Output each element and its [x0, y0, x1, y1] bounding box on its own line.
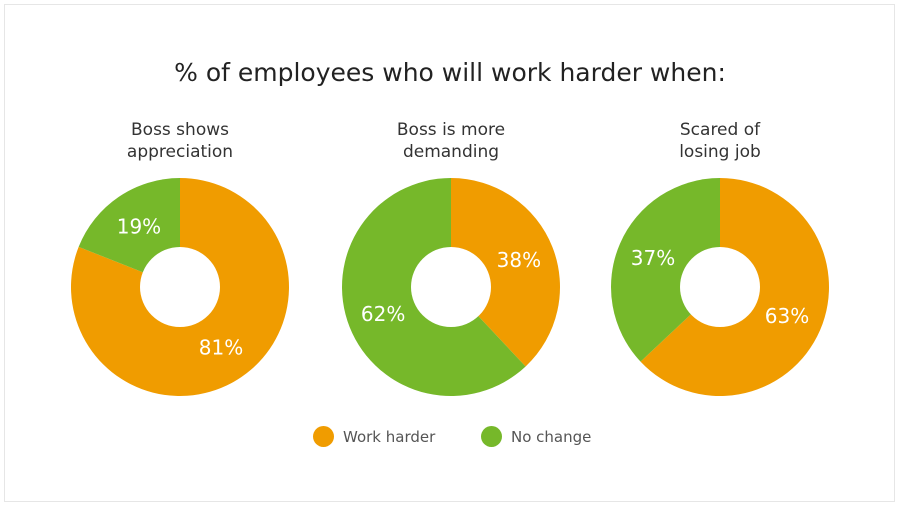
legend-item-work-harder: Work harder [313, 426, 435, 447]
donut-title-2: Boss is more demanding [341, 119, 561, 163]
title-line: Scared of [679, 120, 761, 140]
data-label: 63% [765, 304, 809, 328]
data-label: 19% [117, 215, 161, 239]
legend-item-no-change: No change [481, 426, 591, 447]
donut-hole [411, 247, 491, 327]
donut-hole [140, 247, 220, 327]
chart-title: % of employees who will work harder when… [174, 58, 726, 87]
slice-work-harder [451, 178, 560, 367]
data-label: 62% [361, 302, 405, 326]
data-label: 37% [631, 246, 675, 270]
legend-label: No change [511, 427, 592, 446]
title-line: losing job [679, 142, 761, 162]
donut-hole [680, 247, 760, 327]
title-line: appreciation [126, 142, 234, 162]
data-label: 81% [199, 335, 243, 359]
title-line: Boss shows [131, 120, 229, 140]
donut-title-3: Scared of losing job [610, 119, 830, 163]
title-line: demanding [402, 142, 500, 162]
chart-card [4, 4, 895, 502]
donut-title-1: Boss shows appreciation [70, 119, 290, 163]
slice-no-change [610, 178, 720, 362]
legend-swatch [313, 426, 334, 447]
legend-swatch [481, 426, 502, 447]
legend-label: Work harder [343, 427, 436, 446]
title-line: Boss is more [396, 120, 506, 140]
data-label: 38% [497, 248, 541, 272]
